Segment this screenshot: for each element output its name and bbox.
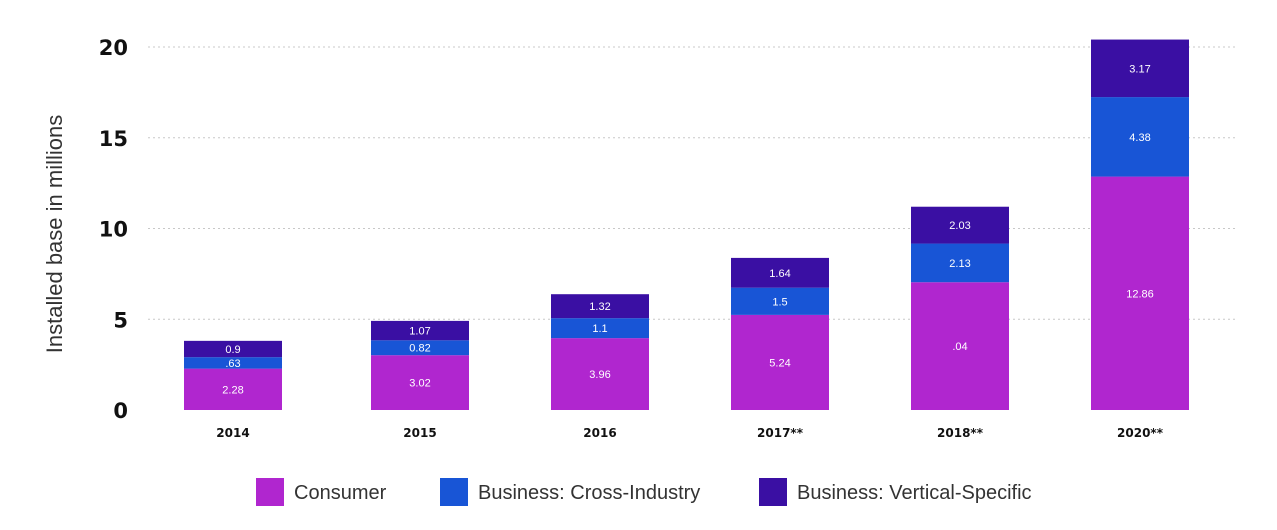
bar-segment [731,287,829,315]
y-tick-label: 20 [99,36,128,60]
bar-segment [184,368,282,410]
data-label: 12.86 [1126,288,1154,300]
legend: Consumer Business: Cross-Industry Business… [256,478,1032,506]
data-label: 1.64 [769,268,790,280]
x-tick-label: 2016 [583,426,616,440]
x-tick-label: 2018** [937,426,984,440]
legend-label: Consumer [294,482,387,504]
bar-segment [371,355,469,410]
data-label: 2.03 [949,220,970,232]
data-label: 5.24 [769,357,790,369]
x-tick-label: 2017** [757,426,804,440]
legend-swatch [440,478,468,506]
x-tick-label: 2015 [403,426,436,440]
data-label: .04 [952,341,967,353]
bar-segment [551,338,649,410]
y-tick-label: 15 [99,127,128,151]
bar-segment [184,340,282,358]
data-label: 4.38 [1129,132,1150,144]
bar-segment [911,243,1009,283]
y-tick-label: 0 [113,399,128,423]
bars: 2.28 .63 0.9 3.02 0.82 1.07 3.96 1.1 1.32 5.24 1.5… [184,39,1189,410]
data-label: 1.32 [589,301,610,313]
data-label: 0.82 [409,343,430,355]
bar-segment [551,294,649,319]
data-label: 1.1 [592,323,607,335]
data-label: 2.28 [222,384,243,396]
gridlines [148,46,1238,320]
bar-segment [1091,39,1189,98]
legend-label: Business: Vertical-Specific [797,482,1032,504]
y-tick-label: 5 [113,308,128,332]
bar-segment [1091,176,1189,410]
data-label: 3.17 [1129,63,1150,75]
x-tick-label: 2014 [216,426,249,440]
bar-segment [371,340,469,356]
data-label: 3.96 [589,369,610,381]
data-label: .63 [225,358,240,370]
x-axis-ticks: 2014 2015 2016 2017** 2018** 2020** [216,426,1163,440]
legend-label: Business: Cross-Industry [478,482,700,504]
bar-segment [731,257,829,288]
data-label: 3.02 [409,378,430,390]
y-tick-label: 10 [99,218,128,242]
bar-segment [911,282,1009,410]
bar-segment [371,320,469,341]
bar-segment [1091,97,1189,177]
y-axis-ticks: 0 5 10 15 20 [99,36,128,423]
y-axis-label: Installed base in millions [42,115,67,353]
data-label: 1.5 [772,296,787,308]
bar-segment [911,206,1009,244]
bar-segment [551,318,649,339]
data-label: 0.9 [225,344,240,356]
legend-swatch [256,478,284,506]
legend-swatch [759,478,787,506]
bar-segment [731,314,829,410]
data-label: 2.13 [949,258,970,270]
bar-segment [184,357,282,369]
data-label: 1.07 [409,326,430,338]
x-tick-label: 2020** [1117,426,1164,440]
